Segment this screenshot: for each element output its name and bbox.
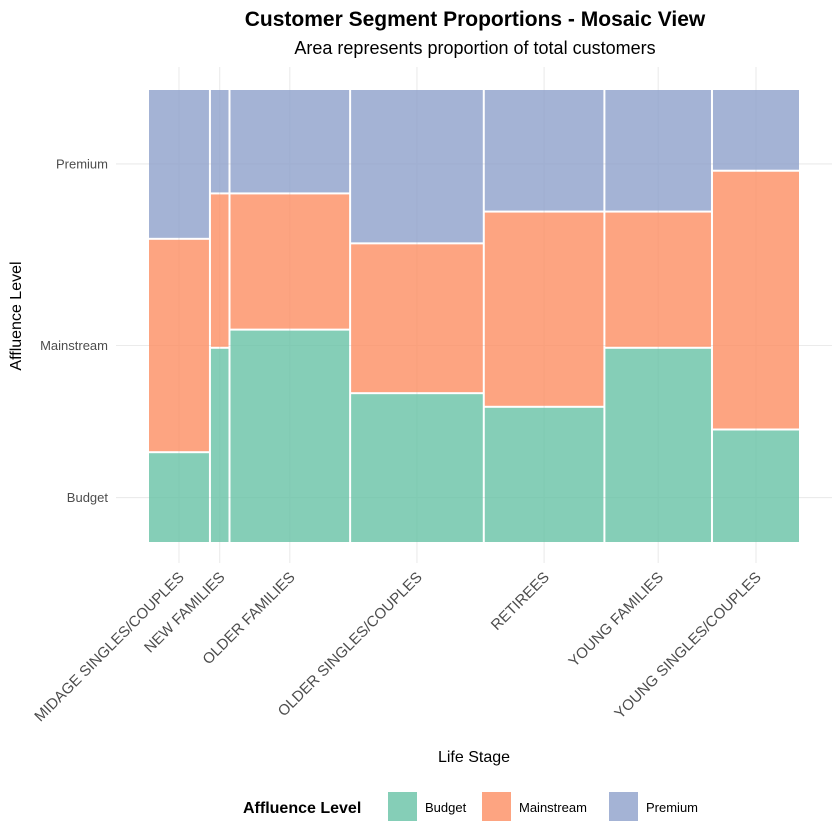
legend-swatch: [482, 792, 511, 821]
x-tick-label: MIDAGE SINGLES/COUPLES: [31, 569, 187, 725]
mosaic-tile: [605, 348, 711, 542]
mosaic-tile: [712, 171, 799, 429]
mosaic-tile: [230, 194, 350, 329]
y-axis-title: Affluence Level: [8, 261, 25, 370]
legend-title: Affluence Level: [243, 800, 361, 817]
legend-swatch: [388, 792, 417, 821]
mosaic-tile: [149, 90, 209, 238]
mosaic-tiles: [149, 90, 799, 542]
mosaic-tile: [149, 453, 209, 542]
x-axis-title: Life Stage: [438, 749, 510, 766]
x-tick-label: RETIREES: [488, 569, 553, 634]
chart-subtitle: Area represents proportion of total cust…: [294, 38, 655, 58]
legend: Affluence Level Budget Mainstream Premium: [243, 792, 698, 821]
chart-title: Customer Segment Proportions - Mosaic Vi…: [245, 8, 706, 31]
mosaic-tile: [712, 90, 799, 170]
mosaic-tile: [230, 330, 350, 542]
mosaic-tile: [484, 407, 604, 542]
x-tick-label: YOUNG FAMILIES: [565, 569, 667, 671]
x-tick-label: OLDER SINGLES/COUPLES: [275, 569, 426, 720]
mosaic-tile: [210, 90, 229, 193]
mosaic-tile: [210, 194, 229, 347]
mosaic-tile: [351, 90, 483, 243]
legend-label: Premium: [646, 800, 698, 815]
mosaic-tile: [712, 430, 799, 542]
mosaic-tile: [484, 90, 604, 211]
y-tick-label: Budget: [67, 490, 109, 505]
mosaic-tile: [351, 244, 483, 393]
mosaic-tile: [210, 348, 229, 542]
legend-swatch: [609, 792, 638, 821]
legend-label: Budget: [425, 800, 467, 815]
mosaic-tile: [605, 212, 711, 347]
y-tick-label: Mainstream: [40, 338, 108, 353]
legend-label: Mainstream: [519, 800, 587, 815]
mosaic-tile: [149, 239, 209, 452]
mosaic-tile: [230, 90, 350, 193]
mosaic-tile: [605, 90, 711, 211]
y-axis: Budget Mainstream Premium: [40, 156, 108, 505]
mosaic-tile: [351, 394, 483, 542]
y-tick-label: Premium: [56, 156, 108, 171]
mosaic-tile: [484, 212, 604, 406]
